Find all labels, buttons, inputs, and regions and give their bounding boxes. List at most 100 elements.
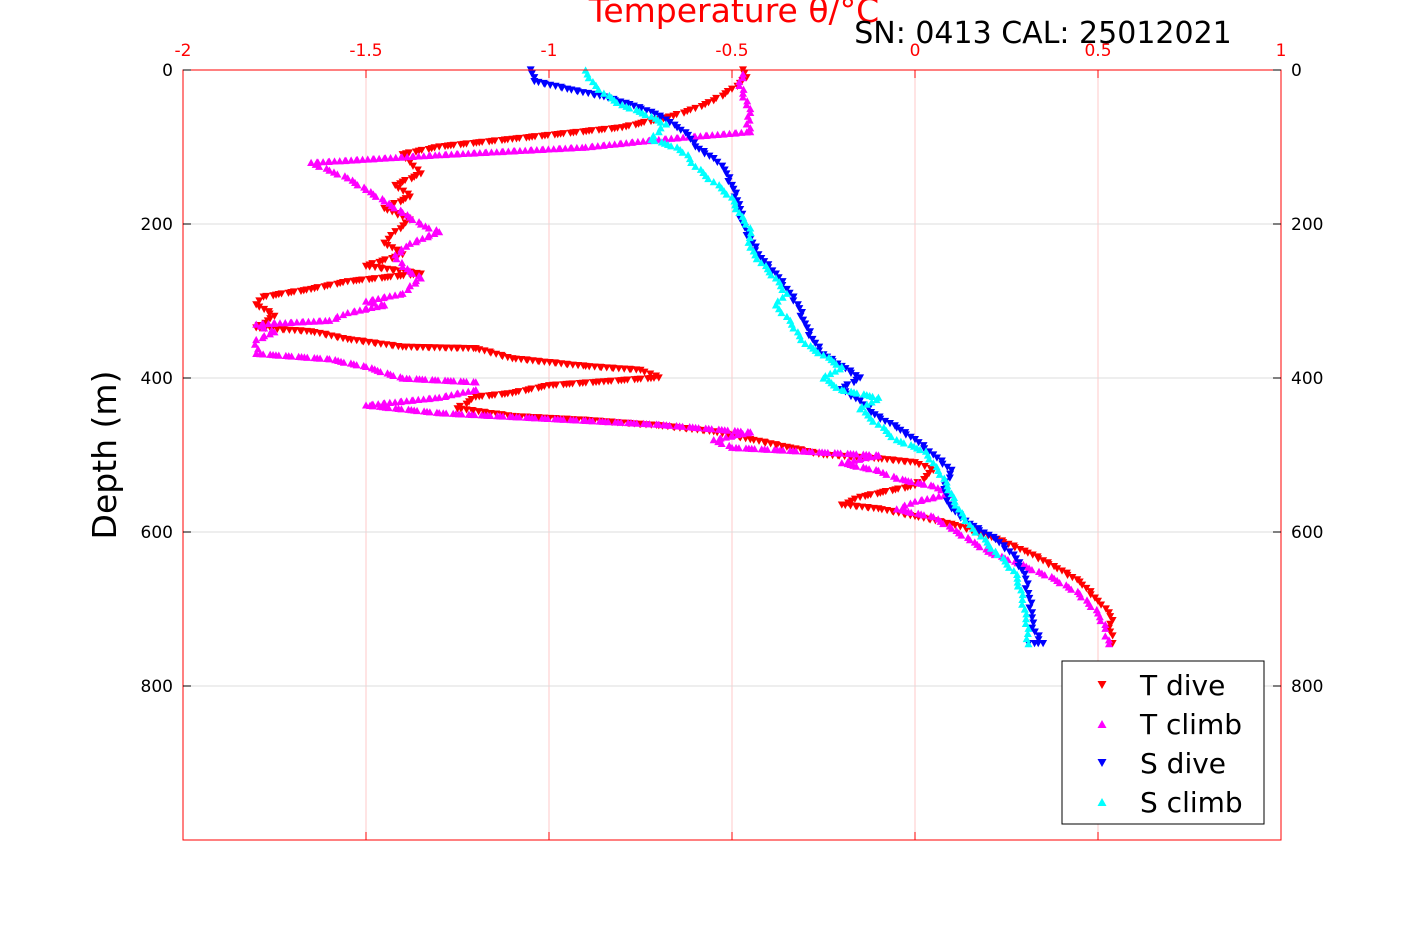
- data-point: [611, 418, 620, 426]
- data-point: [1023, 580, 1032, 588]
- data-point: [316, 317, 325, 325]
- data-point: [389, 266, 398, 275]
- data-point: [319, 158, 328, 166]
- data-point: [911, 497, 919, 505]
- data-point: [1053, 565, 1062, 573]
- data-point: [748, 239, 757, 247]
- data-point: [1013, 570, 1022, 578]
- data-point: [568, 361, 577, 369]
- data-point: [795, 305, 804, 313]
- data-point: [605, 91, 614, 100]
- data-point: [425, 394, 434, 402]
- data-point: [647, 135, 656, 143]
- data-point: [1062, 581, 1071, 589]
- data-point: [1013, 578, 1022, 586]
- data-point: [424, 145, 433, 154]
- data-point: [492, 410, 501, 418]
- data-point: [550, 131, 559, 139]
- data-point: [383, 369, 392, 377]
- data-point: [369, 154, 378, 163]
- data-point: [789, 297, 798, 305]
- data-point: [567, 144, 576, 152]
- data-point: [485, 138, 494, 146]
- data-point: [371, 263, 380, 272]
- data-point: [464, 344, 473, 353]
- data-point: [339, 310, 348, 319]
- data-point: [786, 316, 795, 324]
- data-point: [732, 189, 741, 197]
- data-point: [1017, 586, 1026, 594]
- data-point: [725, 129, 734, 137]
- data-point: [594, 85, 603, 93]
- data-point: [951, 501, 960, 509]
- data-point: [795, 332, 804, 340]
- data-point: [391, 251, 400, 259]
- data-point: [846, 502, 855, 510]
- data-point: [885, 420, 894, 428]
- data-point: [252, 349, 261, 357]
- data-point: [824, 376, 833, 384]
- data-point: [297, 287, 306, 295]
- data-point: [441, 376, 450, 384]
- data-point: [368, 400, 377, 408]
- data-point: [735, 77, 744, 86]
- data-point: [412, 375, 421, 383]
- data-point: [442, 344, 451, 352]
- data-point: [920, 476, 929, 484]
- data-point: [643, 375, 652, 383]
- data-point: [738, 89, 747, 97]
- data-series: [251, 66, 1117, 648]
- y-tick-label-right: 200: [1291, 215, 1323, 235]
- data-point: [1106, 620, 1115, 628]
- data-point: [407, 343, 416, 351]
- data-point: [464, 149, 473, 157]
- data-point: [566, 415, 575, 424]
- data-point: [743, 112, 752, 120]
- data-point: [684, 151, 693, 159]
- data-point: [752, 255, 761, 263]
- data-point: [414, 395, 423, 403]
- data-point: [566, 129, 575, 137]
- data-point: [942, 497, 951, 505]
- data-point: [464, 410, 473, 418]
- data-point: [419, 152, 428, 160]
- data-point: [782, 312, 791, 320]
- data-point: [265, 330, 274, 338]
- data-point: [419, 395, 428, 403]
- data-point: [297, 327, 306, 335]
- data-point: [259, 293, 268, 301]
- data-point: [421, 222, 430, 230]
- data-point: [831, 367, 840, 375]
- data-point: [746, 104, 755, 113]
- data-point: [731, 205, 740, 213]
- data-point: [506, 412, 515, 420]
- data-point: [259, 320, 268, 328]
- data-point: [362, 297, 370, 305]
- data-point: [691, 162, 700, 170]
- data-point: [921, 447, 930, 455]
- data-point: [385, 398, 394, 406]
- data-point: [294, 352, 303, 360]
- data-point: [589, 379, 598, 387]
- data-point: [333, 280, 342, 288]
- data-point: [595, 417, 604, 425]
- data-point: [315, 162, 324, 170]
- data-point: [607, 125, 616, 133]
- data-point: [883, 456, 892, 464]
- data-point: [746, 243, 755, 251]
- data-point: [1028, 624, 1037, 632]
- data-point: [630, 376, 639, 384]
- data-point: [959, 513, 968, 521]
- data-point: [771, 301, 780, 309]
- data-point: [471, 385, 480, 394]
- data-point: [964, 533, 973, 541]
- data-point: [927, 481, 936, 489]
- chart-title: Temperature θ/°C: [588, 0, 879, 30]
- data-point: [549, 145, 558, 153]
- data-point: [572, 143, 581, 152]
- data-point: [947, 466, 956, 474]
- data-point: [691, 143, 700, 151]
- data-point: [806, 342, 815, 350]
- data-point: [938, 460, 947, 468]
- y-axis-label: Depth (m): [85, 371, 124, 540]
